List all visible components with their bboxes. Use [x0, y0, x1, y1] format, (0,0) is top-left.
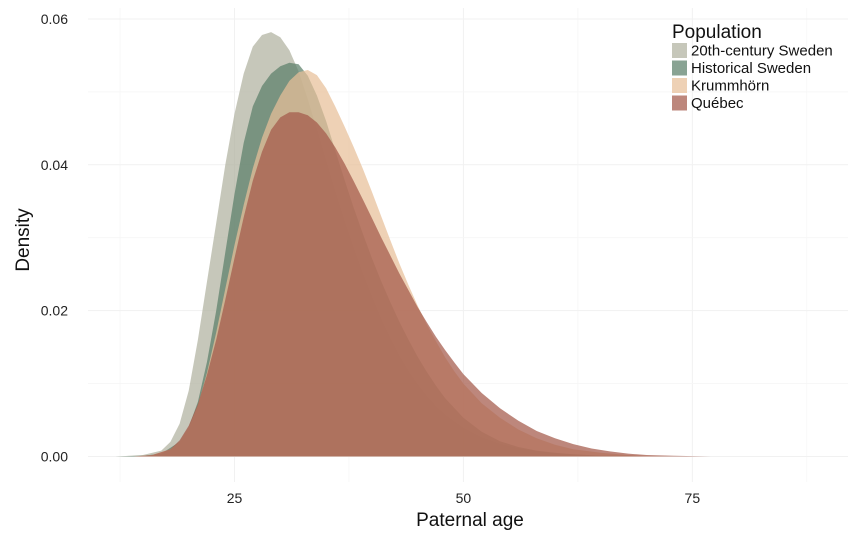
- legend-title: Population: [672, 22, 762, 43]
- legend-swatch: [672, 60, 687, 76]
- x-axis-title: Paternal age: [416, 510, 524, 531]
- legend-label: Québec: [691, 95, 744, 112]
- legend: Population 20th-century SwedenHistorical…: [672, 22, 833, 112]
- y-axis-title: Density: [13, 208, 34, 272]
- y-axis-ticks: 0.00 0.02 0.04 0.06: [41, 11, 68, 465]
- density-area-4: [133, 112, 711, 457]
- x-axis-ticks: 25 50 75: [227, 490, 701, 506]
- y-tick-label: 0.00: [41, 448, 68, 464]
- legend-label: 20th-century Sweden: [691, 43, 833, 60]
- legend-swatch: [672, 78, 687, 93]
- legend-swatch: [672, 95, 687, 111]
- y-tick-label: 0.04: [41, 157, 68, 173]
- x-tick-label: 50: [456, 490, 472, 506]
- legend-label: Historical Sweden: [691, 60, 811, 77]
- density-areas: [115, 32, 711, 457]
- y-tick-label: 0.02: [41, 303, 68, 319]
- x-tick-label: 25: [227, 490, 243, 506]
- legend-label: Krummhörn: [691, 78, 769, 95]
- legend-swatch: [672, 43, 687, 58]
- y-tick-label: 0.06: [41, 11, 68, 27]
- x-tick-label: 75: [685, 490, 701, 506]
